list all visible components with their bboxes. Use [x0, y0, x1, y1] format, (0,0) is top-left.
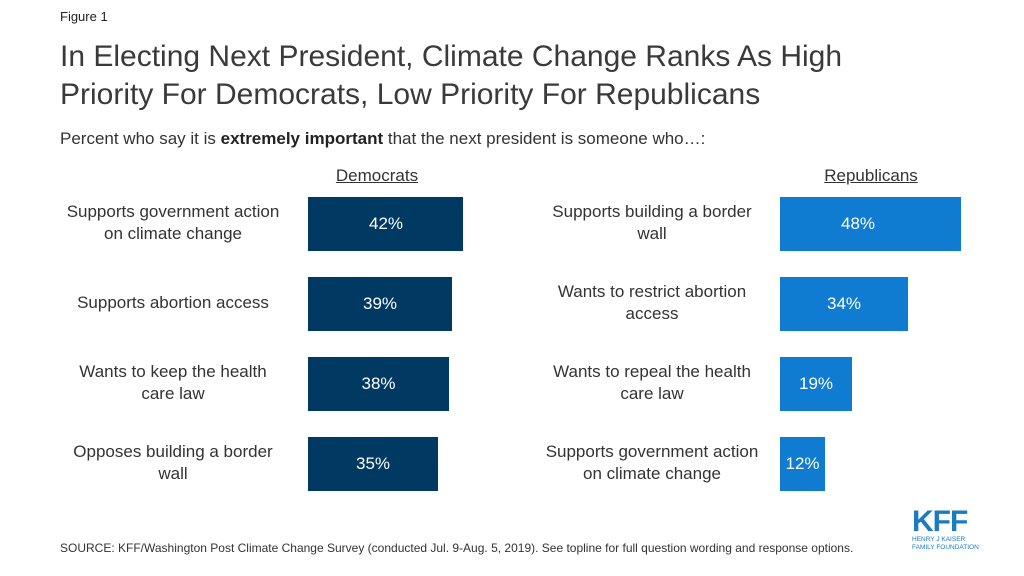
democrats-category-label: Supports government action on climate cha…: [43, 201, 303, 245]
republicans-category-label: Supports building a border wall: [522, 201, 782, 245]
logo-line-2: FAMILY FOUNDATION: [912, 544, 979, 551]
democrats-category-label: Supports abortion access: [43, 292, 303, 314]
democrats-bar: [308, 437, 438, 491]
category-label-line: Wants to keep the health: [79, 362, 267, 381]
democrats-group-heading: Democrats: [335, 166, 419, 185]
figure-label: Figure 1: [60, 9, 108, 24]
category-label-line: on climate change: [583, 464, 721, 483]
category-label-line: wall: [158, 464, 188, 483]
category-label-line: care law: [620, 384, 684, 403]
democrats-category-label: Wants to keep the health care law: [43, 361, 303, 405]
category-label-line: on climate change: [104, 224, 242, 243]
democrats-data-label: 35%: [355, 454, 391, 473]
democrats-category-label: Opposes building a border wall: [43, 441, 303, 485]
republicans-category-label: Supports government action on climate cha…: [522, 441, 782, 485]
democrats-bar: [308, 197, 463, 251]
chart-title: In Electing Next President, Climate Chan…: [60, 38, 980, 114]
category-label-line: care law: [141, 384, 205, 403]
category-label-line: Supports abortion access: [77, 293, 269, 312]
republicans-bar: [780, 197, 961, 251]
republicans-data-label: 19%: [798, 374, 834, 393]
category-label-line: Wants to repeal the health: [553, 362, 751, 381]
republicans-bar: [780, 357, 852, 411]
category-label-line: Supports government action: [66, 202, 280, 221]
republicans-data-label: 48%: [840, 214, 876, 233]
republicans-bar: [780, 437, 825, 491]
democrats-data-label: 39%: [362, 294, 398, 313]
source-note: SOURCE: KFF/Washington Post Climate Chan…: [60, 541, 854, 555]
democrats-data-label: 42%: [368, 214, 404, 233]
republicans-category-label: Wants to repeal the health care law: [522, 361, 782, 405]
category-label-line: Opposes building a border: [73, 442, 273, 461]
democrats-data-label: 38%: [361, 374, 396, 393]
republicans-data-label: 12%: [785, 454, 820, 473]
democrats-bar: [308, 357, 449, 411]
title-line-1: In Electing Next President, Climate Chan…: [60, 40, 843, 73]
logo-line-1: HENRY J KAISER: [912, 536, 966, 543]
category-label-line: access: [625, 304, 679, 323]
category-label-line: Wants to restrict abortion: [557, 282, 747, 301]
category-label-line: Supports building a border: [552, 202, 752, 221]
kff-logo: KFF HENRY J KAISER FAMILY FOUNDATION: [912, 505, 990, 558]
republicans-bar: [780, 277, 908, 331]
category-label-line: wall: [637, 224, 667, 243]
chart-subtitle: Percent who say it is extremely importan…: [60, 129, 705, 149]
subtitle-post: that the next president is someone who…:: [383, 129, 706, 148]
republicans-category-label: Wants to restrict abortion access: [522, 281, 782, 325]
logo-mark: KFF: [912, 505, 968, 538]
subtitle-pre: Percent who say it is: [60, 129, 221, 148]
subtitle-emphasis: extremely important: [220, 129, 384, 148]
republicans-group-heading: Republicans: [824, 166, 918, 185]
democrats-bar: [308, 277, 452, 331]
category-label-line: Supports government action: [545, 442, 759, 461]
title-line-2: Priority For Democrats, Low Priority For…: [60, 78, 761, 111]
republicans-data-label: 34%: [826, 294, 862, 313]
